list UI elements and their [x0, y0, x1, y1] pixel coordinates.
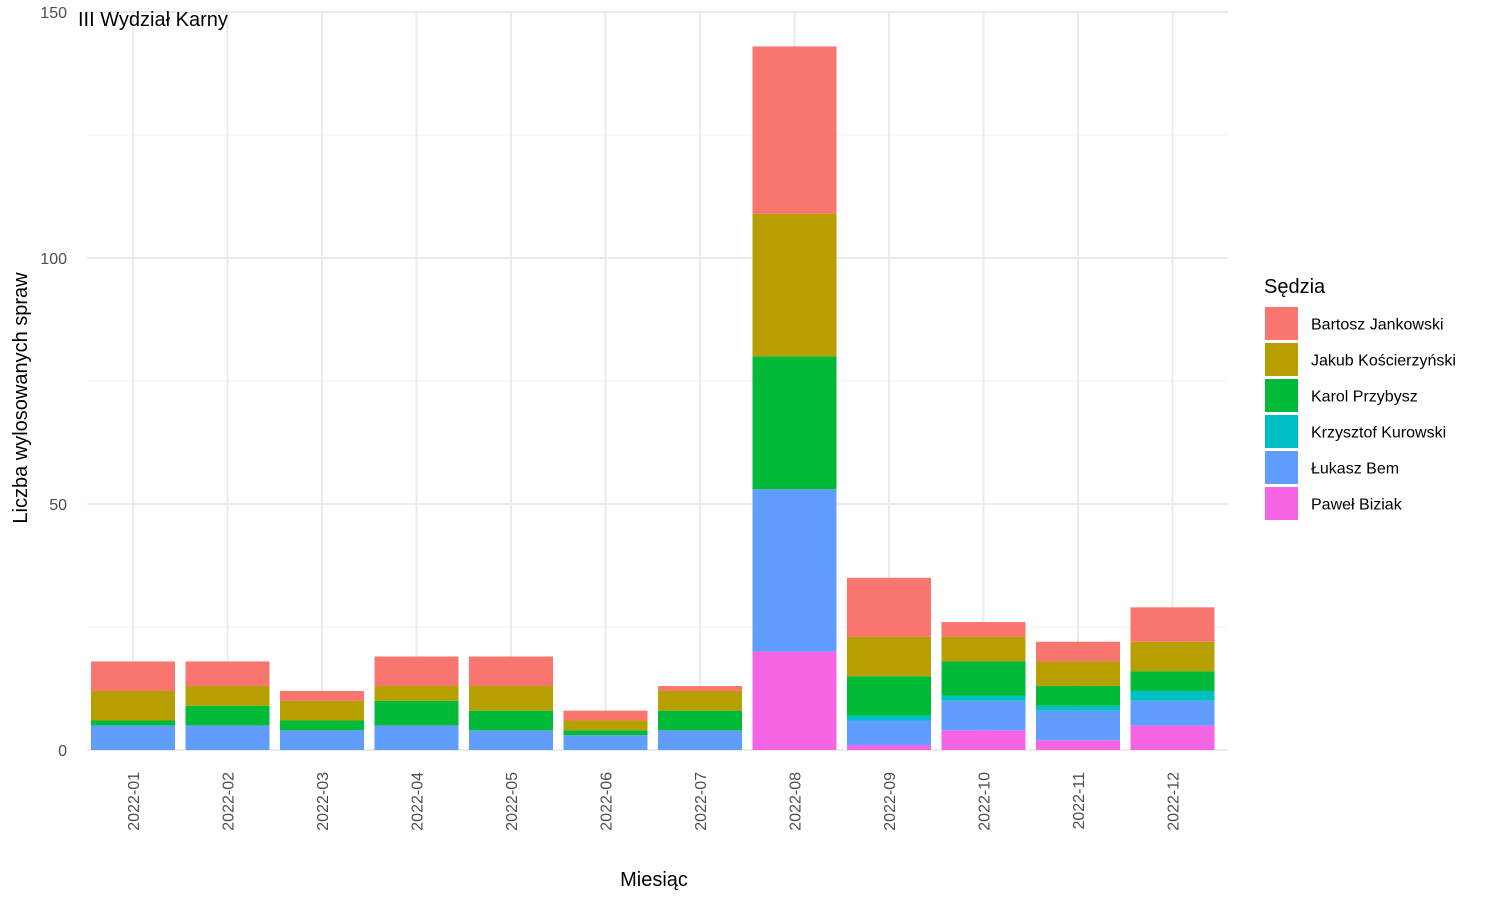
bar-segment	[1036, 661, 1120, 687]
x-tick-label: 2022-08	[788, 772, 805, 831]
x-tick-label: 2022-02	[221, 772, 238, 831]
bar-segment	[1036, 686, 1120, 706]
bar-segment	[847, 636, 931, 677]
bar-segment	[941, 661, 1026, 696]
bar-segment	[941, 730, 1026, 750]
bar-segment	[280, 730, 364, 750]
legend-label: Paweł Biziak	[1311, 497, 1403, 514]
bar-segment	[280, 700, 364, 721]
bar-segment	[847, 715, 931, 721]
legend-label: Jakub Kościerzyński	[1311, 353, 1456, 370]
bar-segment	[941, 636, 1026, 662]
bar-segment	[941, 622, 1026, 637]
bar-segment	[563, 720, 648, 731]
bar-segment	[1036, 705, 1120, 711]
bar-segment	[563, 730, 648, 736]
bar-segment	[91, 725, 175, 750]
bar-segment	[752, 651, 837, 750]
bar-segment	[469, 686, 553, 711]
bar-segment	[1036, 740, 1120, 750]
chart-title: III Wydział Karny	[78, 9, 228, 31]
legend-label: Karol Przybysz	[1311, 389, 1418, 406]
bar-segment	[752, 489, 837, 652]
bar-segment	[469, 656, 553, 687]
x-tick-label: 2022-06	[599, 772, 616, 831]
bar-segment	[563, 710, 648, 721]
bar-segment	[374, 656, 459, 687]
legend-swatch	[1265, 307, 1298, 340]
bar-segment	[91, 720, 175, 726]
x-tick-label: 2022-01	[126, 772, 143, 831]
legend-label: Krzysztof Kurowski	[1311, 425, 1446, 442]
bar-segment	[374, 725, 459, 750]
bar-segment	[185, 686, 270, 706]
bar-segment	[1130, 725, 1215, 750]
legend-label: Bartosz Jankowski	[1311, 317, 1444, 334]
bar-segment	[941, 695, 1026, 701]
bar-segment	[91, 690, 175, 721]
y-tick-label: 0	[58, 743, 67, 760]
x-tick-label: 2022-07	[693, 772, 710, 831]
bar-segment	[658, 686, 742, 691]
bar-segment	[752, 46, 837, 214]
x-tick-label: 2022-09	[882, 772, 899, 831]
bar-segment	[280, 690, 364, 701]
bars-layer	[91, 46, 1215, 750]
bar-segment	[1130, 690, 1215, 701]
grid-layer	[87, 11, 1228, 751]
y-tick-label: 150	[40, 5, 67, 22]
bar-segment	[1130, 641, 1215, 672]
bar-segment	[1130, 671, 1215, 691]
bar-segment	[185, 705, 270, 726]
bar-segment	[469, 730, 553, 750]
bar-segment	[752, 356, 837, 490]
axis-layer: 0 50 100 150 2022-01 2022-02 2022-03 2022-04 202…	[40, 5, 1182, 831]
bar-segment	[280, 720, 364, 731]
bar-segment	[563, 735, 648, 750]
legend-swatch	[1265, 415, 1298, 448]
legend: Sędzia Bartosz Jankowski Jakub Kościerzyń…	[1264, 276, 1456, 520]
bar-segment	[658, 710, 742, 731]
x-tick-label: 2022-03	[315, 772, 332, 831]
legend-swatch	[1265, 451, 1298, 484]
legend-swatch	[1265, 379, 1298, 412]
bar-segment	[752, 213, 837, 357]
bar-segment	[185, 661, 270, 687]
bar-segment	[1036, 641, 1120, 662]
legend-title: Sędzia	[1264, 276, 1326, 298]
x-tick-label: 2022-12	[1166, 772, 1183, 831]
bar-segment	[847, 577, 931, 637]
bar-segment	[658, 690, 742, 711]
bar-segment	[658, 730, 742, 750]
x-tick-label: 2022-10	[977, 772, 994, 831]
bar-segment	[1130, 607, 1215, 642]
x-tick-label: 2022-05	[504, 772, 521, 831]
x-tick-label: 2022-04	[410, 772, 427, 831]
x-axis-label: Miesiąc	[620, 869, 688, 891]
x-tick-label: 2022-11	[1071, 772, 1088, 830]
bar-segment	[185, 725, 270, 750]
y-tick-label: 100	[40, 251, 67, 268]
y-axis-label: Liczba wylosowanych spraw	[10, 272, 32, 524]
bar-segment	[91, 661, 175, 691]
bar-segment	[1130, 700, 1215, 726]
bar-segment	[1036, 710, 1120, 741]
bar-segment	[469, 710, 553, 731]
y-tick-label: 50	[49, 497, 67, 514]
bar-segment	[374, 700, 459, 726]
legend-swatch	[1265, 487, 1298, 520]
bar-segment	[847, 745, 931, 750]
legend-swatch	[1265, 343, 1298, 376]
bar-segment	[847, 720, 931, 746]
bar-segment	[847, 676, 931, 716]
bar-segment	[374, 686, 459, 701]
bar-segment	[941, 700, 1026, 731]
legend-label: Łukasz Bem	[1311, 461, 1399, 478]
